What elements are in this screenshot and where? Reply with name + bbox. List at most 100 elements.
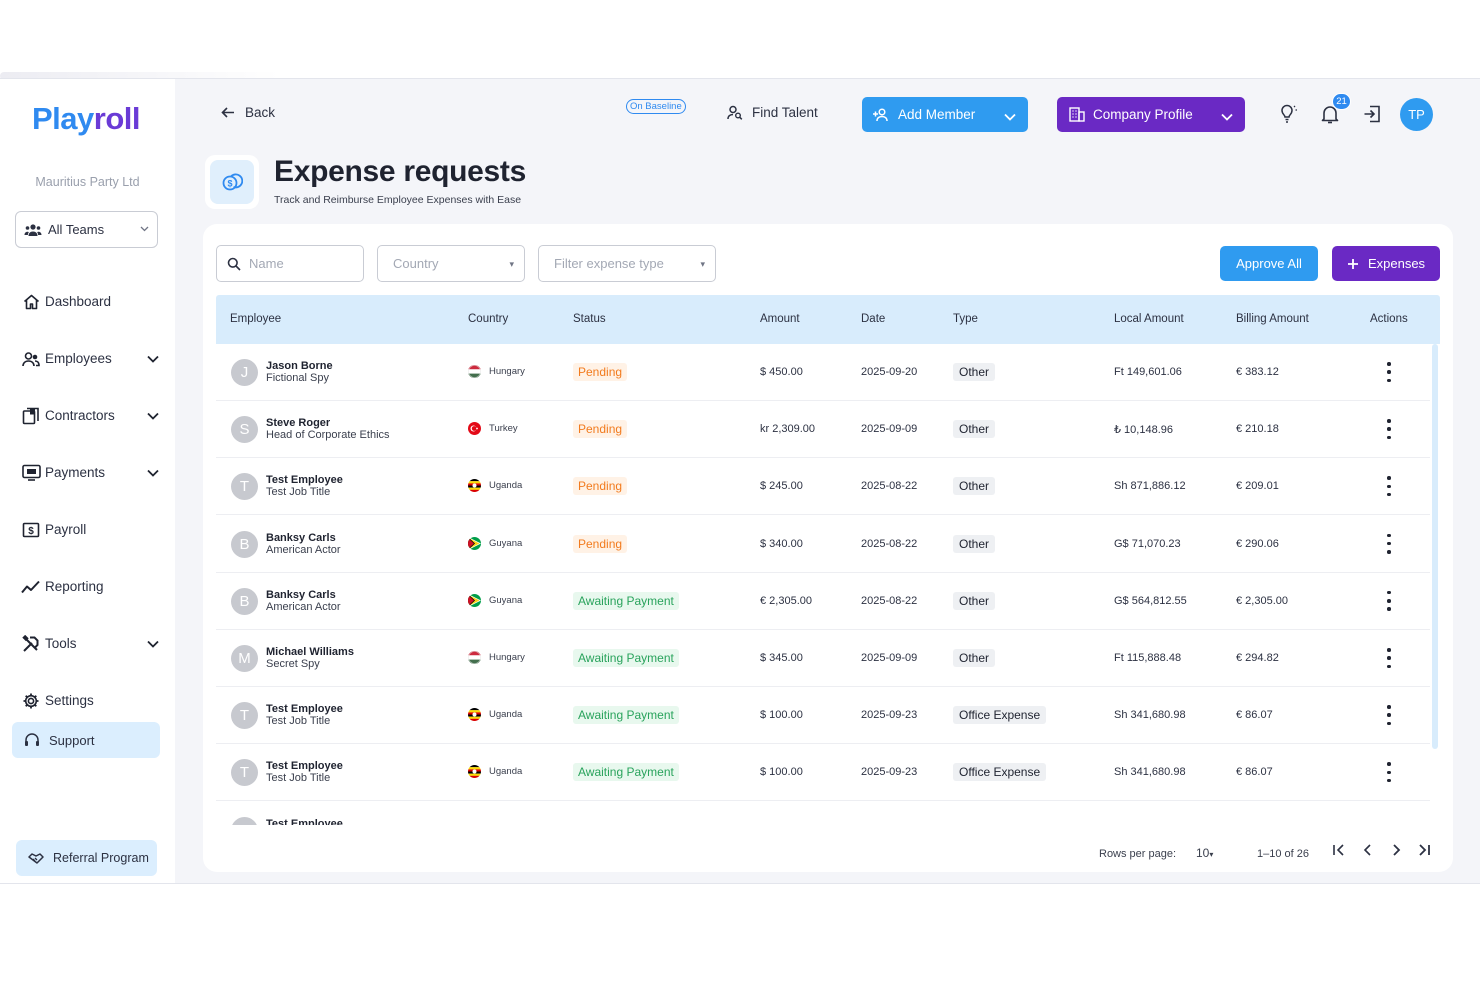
chevron-down-icon[interactable] — [1221, 109, 1233, 124]
employee-name[interactable]: Banksy Carls — [266, 531, 336, 544]
status-badge: Pending — [573, 363, 628, 381]
column-header-employee[interactable]: Employee — [230, 313, 282, 325]
chevron-down-icon[interactable] — [1004, 109, 1016, 124]
row-actions-kebab-icon[interactable] — [1386, 648, 1392, 668]
pagination-range: 1–10 of 26 — [1257, 848, 1309, 860]
sidebar-item-payroll[interactable]: $ Payroll — [0, 501, 175, 558]
local-amount: ₺ 10,148.96 — [1114, 424, 1173, 437]
expense-date: 2025-09-23 — [861, 709, 918, 722]
chevron-down-icon[interactable] — [147, 465, 159, 480]
employee-name[interactable]: Test Employee — [266, 474, 343, 487]
row-actions-kebab-icon[interactable] — [1386, 590, 1392, 611]
row-actions-kebab-icon[interactable] — [1386, 762, 1392, 783]
table-row[interactable]: T Test Employee Test Job Title Uganda Pendin… — [216, 458, 1430, 516]
bell-icon[interactable] — [1319, 103, 1341, 125]
country-select[interactable]: Country ▾ — [377, 245, 525, 282]
last-page-icon[interactable] — [1417, 843, 1431, 860]
sidebar-item-contractors[interactable]: Contractors — [0, 387, 175, 444]
row-actions-kebab-icon[interactable] — [1386, 476, 1392, 497]
flag-hungary-icon — [468, 651, 481, 664]
table-scrollbar[interactable] — [1432, 344, 1438, 749]
chart-line-icon — [21, 577, 41, 597]
flag-uganda-icon — [468, 708, 481, 722]
local-amount: Sh 341,680.98 — [1114, 766, 1186, 779]
find-talent-button[interactable]: Find Talent — [727, 105, 818, 120]
expense-type-select[interactable]: Filter expense type ▾ — [538, 245, 716, 282]
next-page-icon[interactable] — [1389, 843, 1403, 860]
employee-country: Uganda — [489, 480, 523, 492]
table-row[interactable]: T Test Employee Test Job Title Uganda Awaiti… — [216, 687, 1430, 745]
table-row[interactable]: T Test Employee Test Job Title Uganda Awaiti… — [216, 744, 1430, 802]
lightbulb-icon[interactable] — [1277, 103, 1299, 125]
approve-all-button[interactable]: Approve All — [1220, 246, 1318, 281]
sidebar-nav: Dashboard Employees Contractors Payments… — [0, 273, 175, 729]
expense-amount: € 2,305.00 — [760, 594, 812, 607]
team-select[interactable]: All Teams — [15, 211, 158, 248]
chevron-down-icon[interactable] — [147, 636, 159, 651]
page-title: Expense requests — [274, 155, 526, 188]
sidebar-item-reporting[interactable]: Reporting — [0, 558, 175, 615]
column-header-type[interactable]: Type — [953, 313, 978, 325]
row-actions-kebab-icon[interactable] — [1386, 362, 1392, 382]
rows-per-page-select[interactable]: 10▾ — [1196, 846, 1214, 860]
add-expenses-button[interactable]: Expenses — [1332, 246, 1440, 281]
sidebar-item-tools[interactable]: Tools — [0, 615, 175, 672]
column-header-date[interactable]: Date — [861, 313, 886, 325]
billing-amount: € 290.06 — [1236, 537, 1279, 550]
playroll-logo[interactable]: Playroll — [32, 101, 141, 136]
billing-amount: € 383.12 — [1236, 366, 1279, 378]
expense-type-badge: Other — [953, 477, 996, 496]
employee-name[interactable]: Michael Williams — [266, 646, 354, 658]
user-search-icon — [727, 105, 743, 120]
previous-page-icon[interactable] — [1361, 843, 1375, 860]
back-button[interactable]: Back — [221, 105, 275, 120]
headset-icon — [24, 732, 40, 748]
table-row[interactable]: B Banksy Carls American Actor Guyana Pending… — [216, 516, 1430, 573]
expenses-table: Employee Country Status Amount Date Type… — [216, 295, 1440, 825]
employee-name[interactable]: Test Employee — [266, 703, 343, 716]
table-row[interactable]: S Steve Roger Head of Corporate Ethics Turk… — [216, 401, 1430, 459]
employee-role: Test Job Title — [266, 772, 331, 785]
building-icon — [1069, 107, 1085, 122]
table-row[interactable]: J Jason Borne Fictional Spy Hungary Pending $… — [216, 344, 1430, 401]
row-actions-kebab-icon[interactable] — [1386, 533, 1392, 554]
caret-down-icon: ▾ — [509, 259, 514, 269]
column-header-country[interactable]: Country — [468, 313, 509, 325]
expense-type-badge: Office Expense — [953, 763, 1047, 782]
company-profile-button[interactable]: Company Profile — [1057, 97, 1245, 132]
column-header-status[interactable]: Status — [573, 313, 606, 325]
row-actions-kebab-icon[interactable] — [1386, 705, 1392, 726]
column-header-amount[interactable]: Amount — [760, 313, 800, 325]
user-avatar[interactable]: TP — [1400, 98, 1433, 131]
support-button[interactable]: Support — [12, 722, 160, 758]
employee-avatar: S — [231, 416, 258, 444]
employee-name[interactable]: Jason Borne — [266, 360, 333, 372]
employee-name[interactable]: Test Employee — [266, 760, 343, 773]
back-label: Back — [245, 105, 276, 120]
chevron-down-icon[interactable] — [147, 351, 159, 366]
employee-avatar: B — [231, 587, 258, 615]
window-shadow — [0, 72, 280, 80]
logout-icon[interactable] — [1361, 103, 1383, 125]
table-row[interactable]: T Test Employee — [216, 802, 1430, 825]
employee-name[interactable]: Steve Roger — [266, 417, 331, 430]
column-header-billing-amount[interactable]: Billing Amount — [1236, 313, 1309, 325]
column-header-local-amount[interactable]: Local Amount — [1114, 313, 1184, 325]
table-row[interactable]: M Michael Williams Secret Spy Hungary Awaiti… — [216, 630, 1430, 687]
table-row[interactable]: B Banksy Carls American Actor Guyana Awaitin… — [216, 573, 1430, 630]
employee-role: Test Job Title — [266, 486, 331, 499]
sidebar-item-payments[interactable]: Payments — [0, 444, 175, 501]
status-badge: Awaiting Payment — [573, 763, 679, 782]
employee-name[interactable]: Banksy Carls — [266, 588, 336, 601]
chevron-down-icon[interactable] — [147, 408, 159, 423]
row-actions-kebab-icon[interactable] — [1386, 419, 1392, 440]
referral-program-button[interactable]: Referral Program — [16, 840, 157, 876]
name-search-input[interactable]: Name — [216, 245, 364, 282]
sidebar-item-employees[interactable]: Employees — [0, 330, 175, 387]
sidebar-item-settings[interactable]: Settings — [0, 672, 175, 729]
home-icon — [21, 292, 41, 312]
sidebar-item-dashboard[interactable]: Dashboard — [0, 273, 175, 330]
first-page-icon[interactable] — [1332, 843, 1346, 860]
employee-name[interactable]: Test Employee — [266, 817, 343, 825]
add-member-button[interactable]: Add Member — [862, 97, 1028, 132]
